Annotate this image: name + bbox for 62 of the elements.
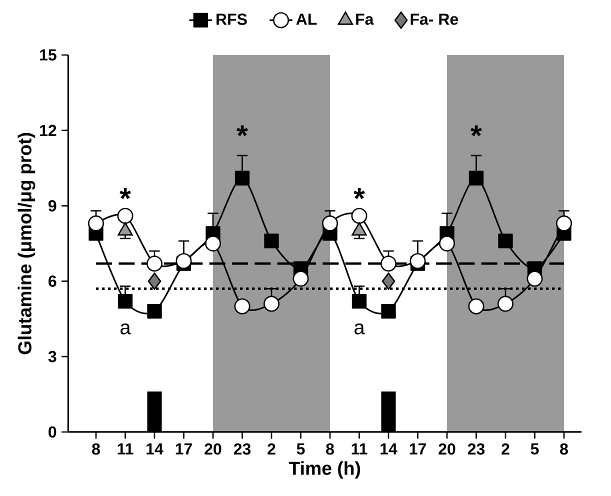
point bbox=[176, 253, 192, 270]
x-tick-label: 17 bbox=[410, 443, 426, 454]
y-tick-label: 0 bbox=[48, 426, 56, 438]
x-tick-label: 14 bbox=[380, 443, 398, 454]
x-tick-label: 20 bbox=[204, 443, 222, 455]
point bbox=[497, 296, 514, 312]
x-tick-label: 5 bbox=[296, 443, 305, 455]
point bbox=[322, 215, 338, 232]
legend-label: RFS bbox=[216, 14, 247, 25]
annotation: * bbox=[354, 188, 365, 200]
y-tick-label: 15 bbox=[40, 49, 56, 61]
point bbox=[147, 304, 162, 319]
annotation: * bbox=[236, 125, 248, 136]
point bbox=[118, 294, 133, 309]
annotation: * bbox=[470, 125, 482, 136]
point bbox=[468, 170, 484, 186]
point bbox=[234, 170, 250, 186]
point bbox=[352, 294, 367, 309]
point bbox=[88, 215, 104, 232]
point bbox=[526, 270, 543, 287]
x-tick-label: 5 bbox=[530, 443, 539, 455]
annotation: a bbox=[120, 323, 131, 334]
point bbox=[381, 304, 396, 319]
x-axis-title: Time (h) bbox=[288, 461, 360, 479]
x-tick-label: 20 bbox=[438, 443, 456, 455]
x-tick-label: 17 bbox=[176, 443, 192, 454]
point bbox=[117, 208, 134, 224]
point bbox=[205, 235, 222, 252]
x-tick-label: 2 bbox=[268, 443, 276, 455]
point bbox=[351, 208, 368, 224]
point bbox=[468, 298, 484, 314]
point bbox=[380, 256, 396, 272]
y-axis-title: Glutamine (μmol/μg prot) bbox=[18, 132, 36, 354]
legend-label: Fa- Re bbox=[410, 14, 458, 25]
point bbox=[292, 270, 309, 287]
x-tick-label: 8 bbox=[560, 443, 568, 455]
point bbox=[498, 234, 513, 248]
x-tick-label: 11 bbox=[352, 443, 368, 454]
x-tick-label: 11 bbox=[118, 443, 134, 454]
point bbox=[148, 272, 162, 290]
point bbox=[264, 234, 279, 248]
point bbox=[264, 296, 280, 312]
y-tick-label: 12 bbox=[40, 124, 56, 136]
annotation: * bbox=[120, 188, 131, 200]
annotation: a bbox=[354, 323, 365, 334]
x-tick-label: 8 bbox=[326, 443, 334, 455]
point bbox=[410, 253, 426, 270]
y-tick-label: 6 bbox=[48, 276, 56, 287]
legend-label: Fa bbox=[356, 14, 374, 25]
x-tick-label: 23 bbox=[468, 443, 485, 455]
point bbox=[146, 256, 163, 272]
x-tick-label: 8 bbox=[92, 443, 100, 455]
point bbox=[556, 215, 572, 232]
y-tick-label: 3 bbox=[48, 350, 56, 362]
legend-label: AL bbox=[296, 14, 317, 25]
point bbox=[382, 272, 396, 290]
point bbox=[234, 298, 250, 314]
x-tick-label: 2 bbox=[502, 443, 510, 455]
y-tick-label: 9 bbox=[48, 200, 56, 212]
x-tick-label: 14 bbox=[146, 443, 164, 454]
x-tick-label: 23 bbox=[234, 443, 251, 455]
point bbox=[438, 235, 455, 252]
